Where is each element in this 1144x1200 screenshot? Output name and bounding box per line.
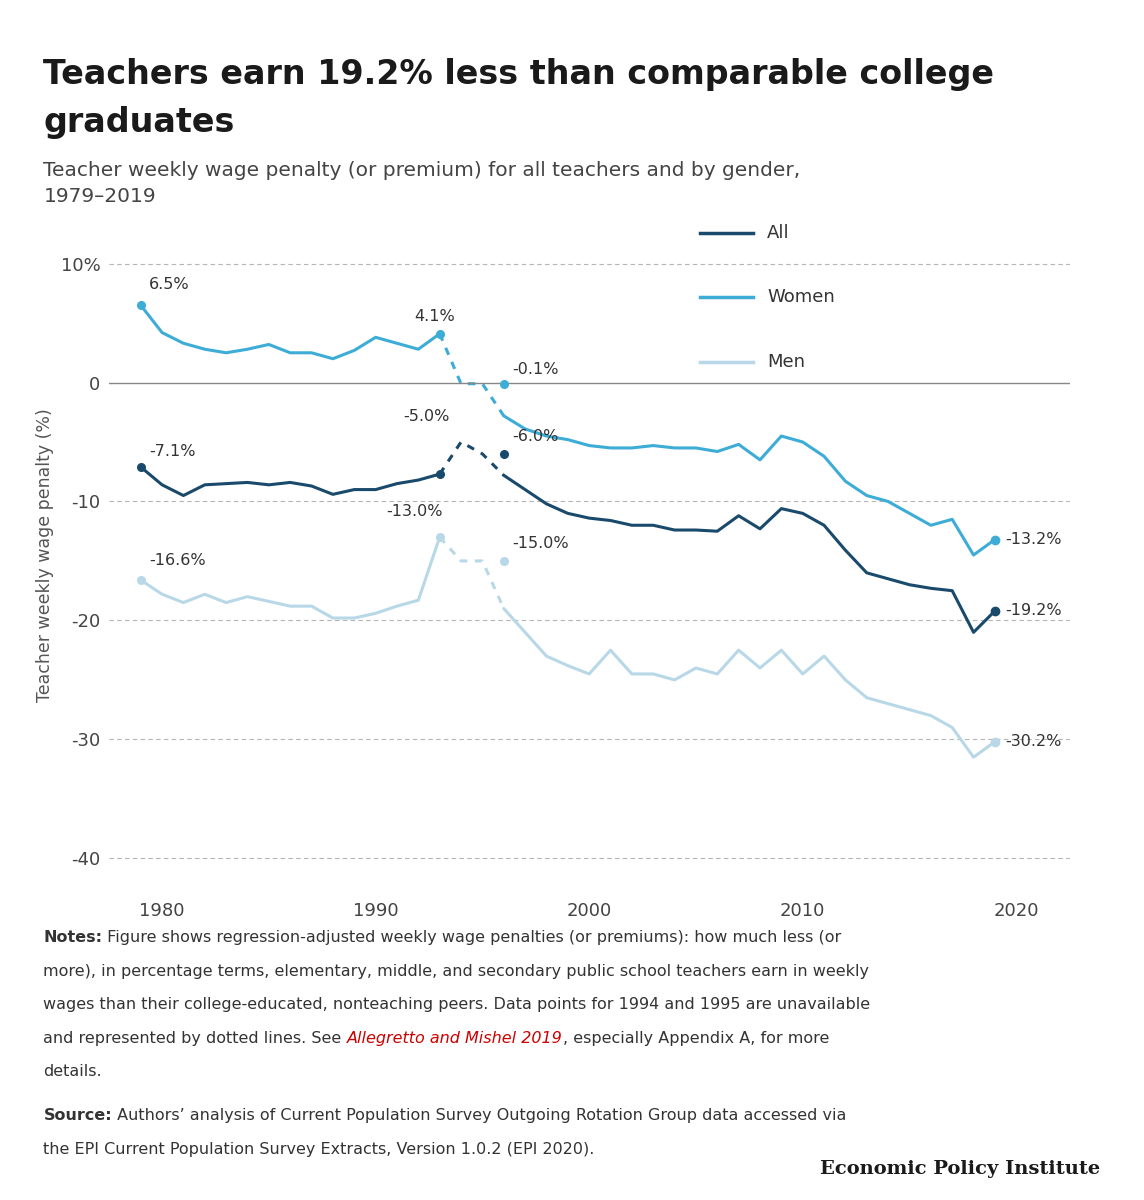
Text: -7.1%: -7.1%: [149, 444, 196, 458]
Text: -5.0%: -5.0%: [404, 409, 450, 424]
Y-axis label: Teacher weekly wage penalty (%): Teacher weekly wage penalty (%): [35, 408, 54, 702]
Text: Teachers earn 19.2% less than comparable college: Teachers earn 19.2% less than comparable…: [43, 58, 994, 91]
Text: -19.2%: -19.2%: [1006, 604, 1062, 618]
Text: All: All: [766, 224, 789, 242]
Text: 4.1%: 4.1%: [414, 310, 455, 324]
Text: Women: Women: [766, 288, 835, 306]
Text: Figure shows regression-adjusted weekly wage penalties (or premiums): how much l: Figure shows regression-adjusted weekly …: [103, 930, 842, 946]
Text: Authors’ analysis of Current Population Survey Outgoing Rotation Group data acce: Authors’ analysis of Current Population …: [112, 1108, 847, 1123]
Text: the EPI Current Population Survey Extracts, Version 1.0.2 (EPI 2020).: the EPI Current Population Survey Extrac…: [43, 1141, 595, 1157]
Text: , especially Appendix A, for more: , especially Appendix A, for more: [563, 1031, 829, 1045]
Text: Teacher weekly wage penalty (or premium) for all teachers and by gender,
1979–20: Teacher weekly wage penalty (or premium)…: [43, 161, 801, 206]
Text: Allegretto and Mishel 2019: Allegretto and Mishel 2019: [347, 1031, 563, 1045]
Text: graduates: graduates: [43, 106, 235, 138]
Text: Source:: Source:: [43, 1108, 112, 1123]
Text: -13.2%: -13.2%: [1006, 532, 1062, 547]
Text: Notes:: Notes:: [43, 930, 103, 946]
Text: details.: details.: [43, 1064, 102, 1080]
Text: Economic Policy Institute: Economic Policy Institute: [820, 1160, 1101, 1178]
Text: -16.6%: -16.6%: [149, 553, 206, 568]
Text: more), in percentage terms, elementary, middle, and secondary public school teac: more), in percentage terms, elementary, …: [43, 964, 869, 979]
Text: 6.5%: 6.5%: [149, 277, 190, 292]
Text: -15.0%: -15.0%: [513, 536, 569, 552]
Text: Men: Men: [766, 353, 805, 371]
Text: -13.0%: -13.0%: [387, 504, 443, 520]
Text: -6.0%: -6.0%: [513, 430, 558, 444]
Text: wages than their college-educated, nonteaching peers. Data points for 1994 and 1: wages than their college-educated, nonte…: [43, 997, 871, 1012]
Text: and represented by dotted lines. See: and represented by dotted lines. See: [43, 1031, 347, 1045]
Text: -0.1%: -0.1%: [513, 361, 558, 377]
Text: -30.2%: -30.2%: [1006, 734, 1062, 749]
